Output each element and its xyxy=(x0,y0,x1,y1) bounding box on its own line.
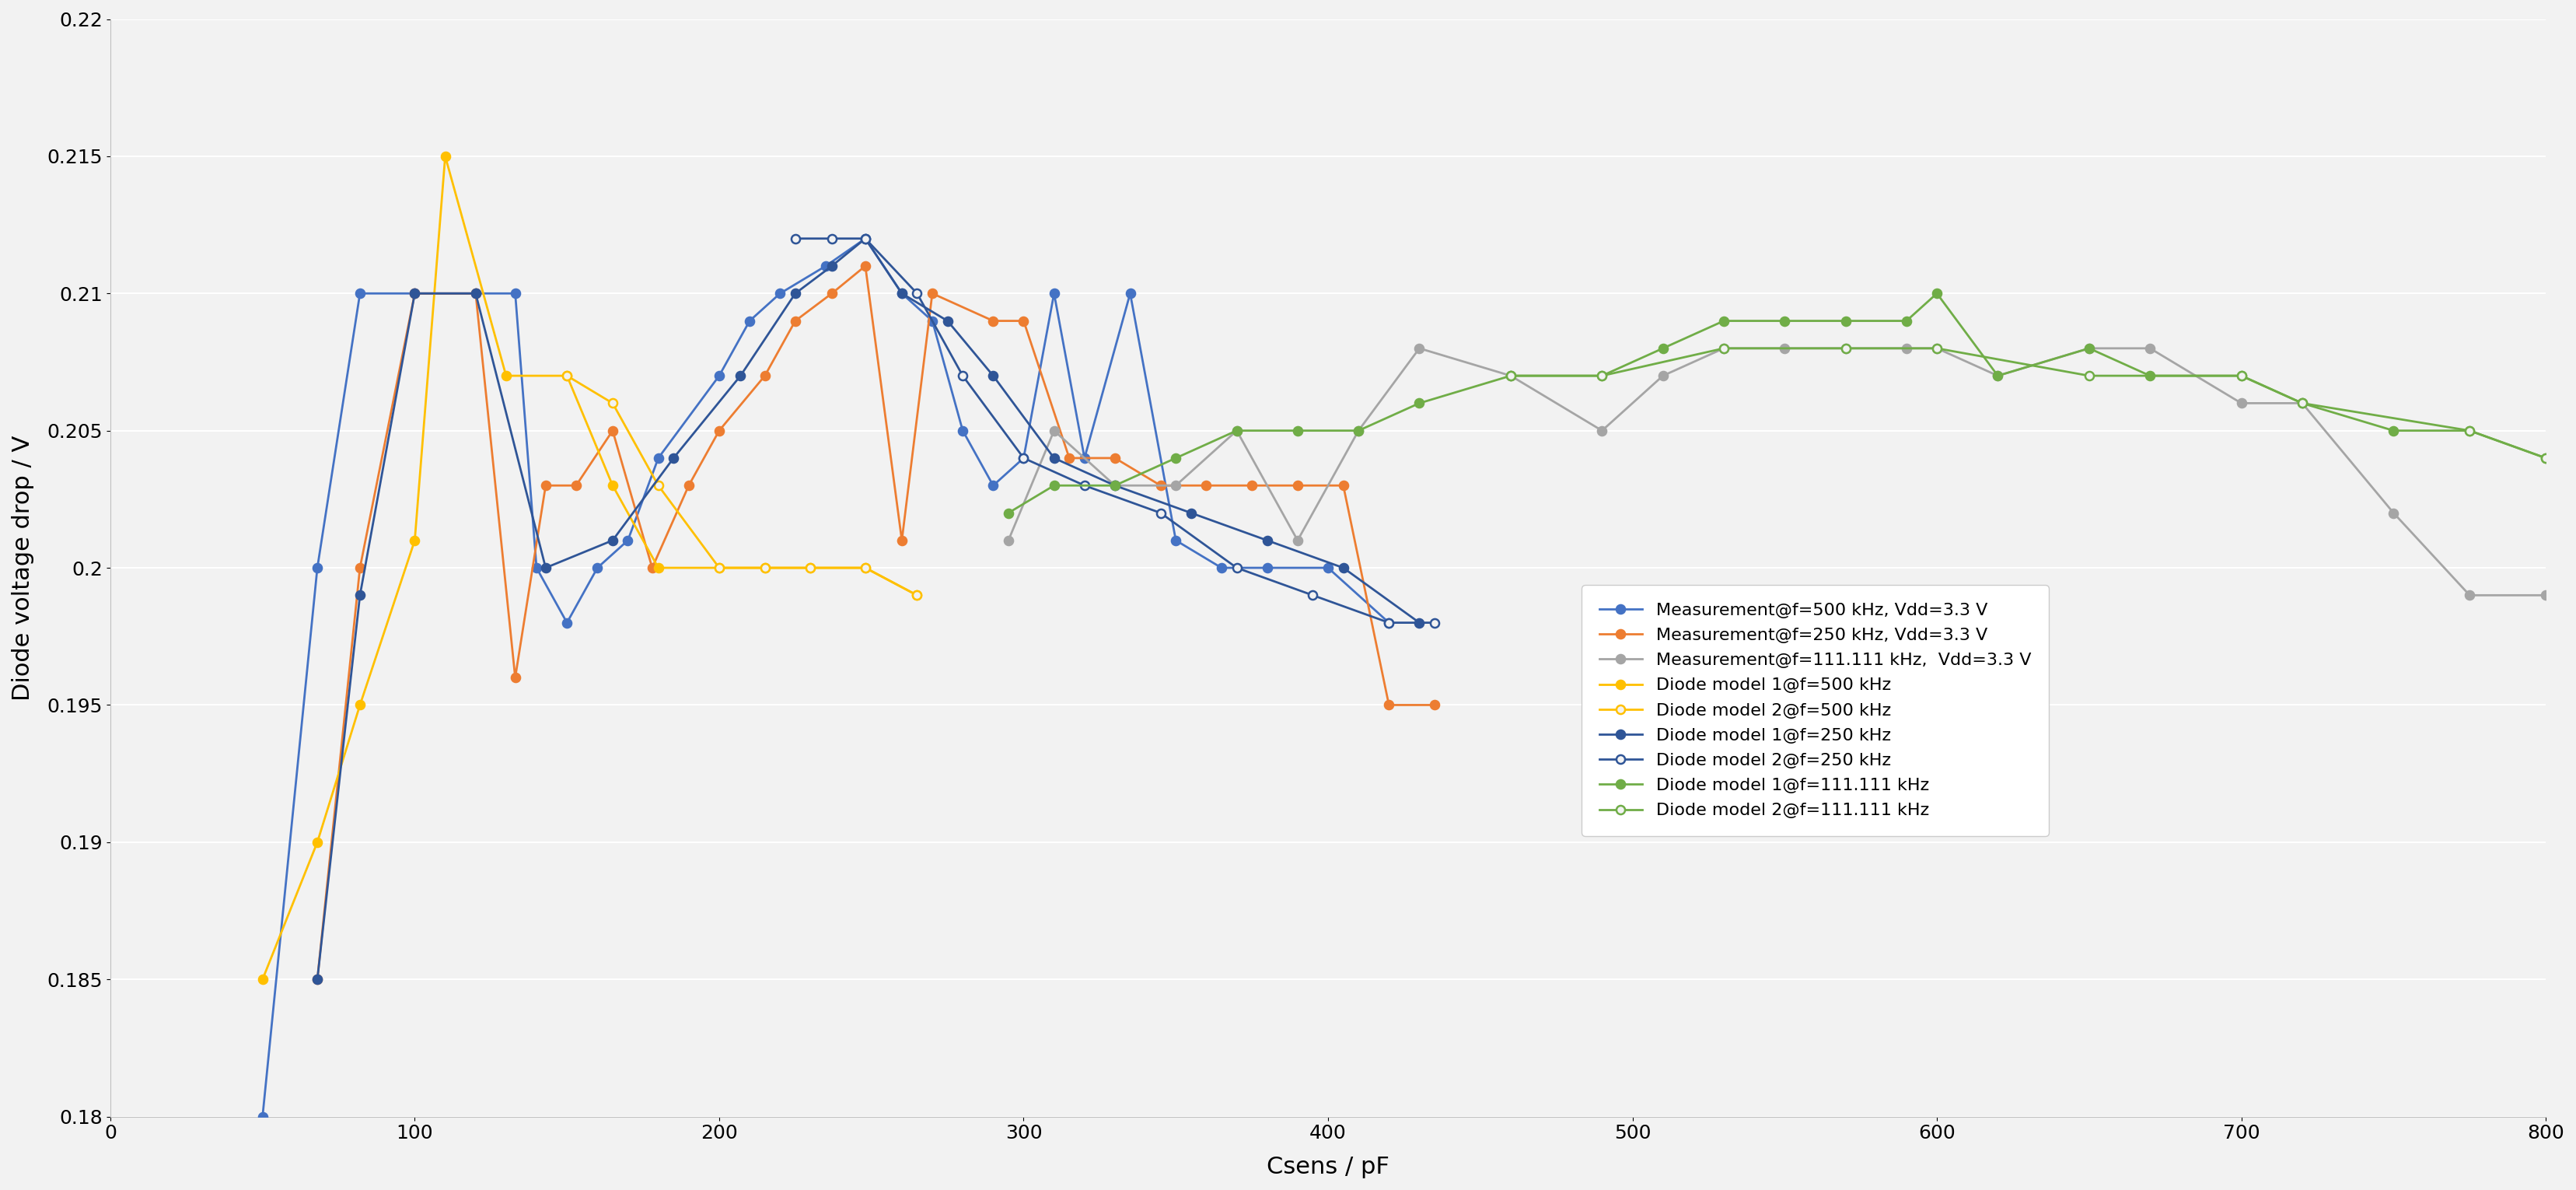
X-axis label: Csens / pF: Csens / pF xyxy=(1267,1155,1388,1178)
Legend: Measurement@f=500 kHz, Vdd=3.3 V, Measurement@f=250 kHz, Vdd=3.3 V, Measurement@: Measurement@f=500 kHz, Vdd=3.3 V, Measur… xyxy=(1582,585,2048,835)
Y-axis label: Diode voltage drop / V: Diode voltage drop / V xyxy=(13,436,33,701)
